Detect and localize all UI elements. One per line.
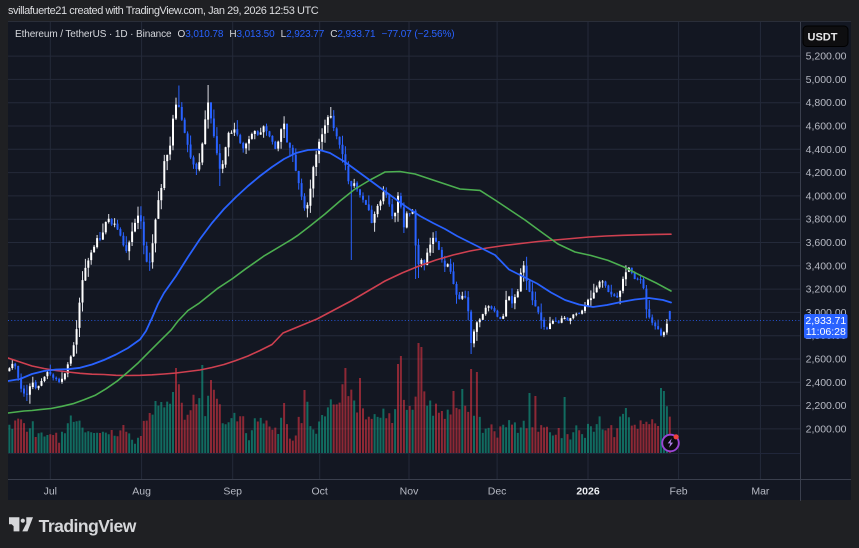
svg-text:11:06:28: 11:06:28 (806, 326, 846, 338)
svg-text:5,200.00: 5,200.00 (806, 51, 847, 63)
svg-text:4,800.00: 4,800.00 (806, 97, 847, 109)
svg-text:3,600.00: 3,600.00 (806, 237, 847, 249)
svg-text:4,400.00: 4,400.00 (806, 144, 847, 156)
svg-text:Jul: Jul (44, 486, 57, 498)
svg-text:2,933.71: 2,933.71 (805, 315, 846, 327)
svg-text:Feb: Feb (670, 486, 688, 498)
svg-text:5,000.00: 5,000.00 (806, 74, 847, 86)
svg-text:3,800.00: 3,800.00 (806, 214, 847, 226)
svg-text:3,200.00: 3,200.00 (806, 284, 847, 296)
svg-text:2026: 2026 (576, 486, 600, 498)
svg-text:4,000.00: 4,000.00 (806, 190, 847, 202)
svg-text:2,000.00: 2,000.00 (806, 423, 847, 435)
svg-text:4,200.00: 4,200.00 (806, 167, 847, 179)
svg-text:2,600.00: 2,600.00 (806, 354, 847, 366)
svg-text:Aug: Aug (132, 486, 151, 498)
svg-text:Sep: Sep (223, 486, 242, 498)
svg-text:Dec: Dec (488, 486, 507, 498)
svg-text:USDT: USDT (808, 32, 838, 44)
svg-text:Nov: Nov (400, 486, 419, 498)
svg-text:4,600.00: 4,600.00 (806, 121, 847, 133)
svg-text:3,400.00: 3,400.00 (806, 260, 847, 272)
svg-text:TradingView: TradingView (39, 517, 137, 536)
svg-text:Mar: Mar (751, 486, 770, 498)
svg-text:2,400.00: 2,400.00 (806, 377, 847, 389)
svg-text:2,200.00: 2,200.00 (806, 400, 847, 412)
svg-text:Oct: Oct (312, 486, 328, 498)
